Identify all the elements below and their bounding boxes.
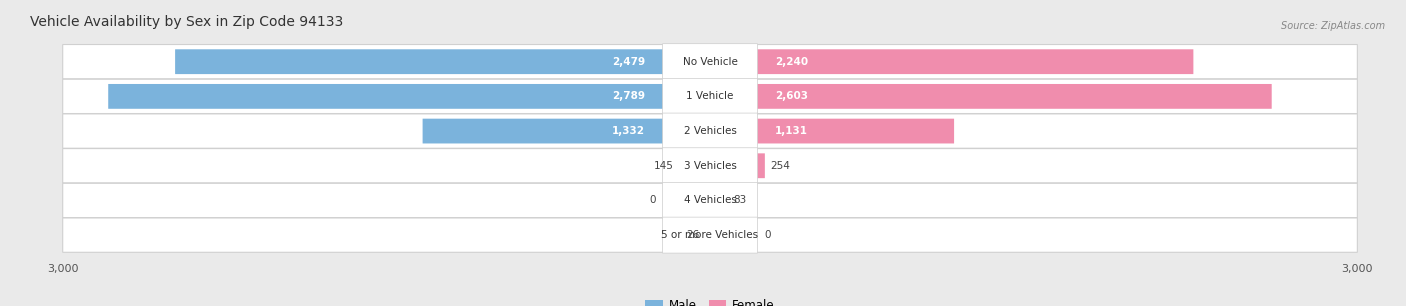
FancyBboxPatch shape xyxy=(63,114,1357,148)
Text: 0: 0 xyxy=(650,196,657,205)
Text: No Vehicle: No Vehicle xyxy=(682,57,738,67)
Text: 26: 26 xyxy=(686,230,699,240)
Text: 2,479: 2,479 xyxy=(612,57,645,67)
Text: 2 Vehicles: 2 Vehicles xyxy=(683,126,737,136)
FancyBboxPatch shape xyxy=(662,217,758,253)
FancyBboxPatch shape xyxy=(108,84,710,109)
FancyBboxPatch shape xyxy=(63,218,1357,252)
Text: 83: 83 xyxy=(733,196,747,205)
Text: 2,603: 2,603 xyxy=(775,91,808,101)
Text: 5 or more Vehicles: 5 or more Vehicles xyxy=(661,230,759,240)
FancyBboxPatch shape xyxy=(662,78,758,114)
FancyBboxPatch shape xyxy=(679,153,710,178)
Text: 1,131: 1,131 xyxy=(775,126,808,136)
Text: 3 Vehicles: 3 Vehicles xyxy=(683,161,737,171)
Text: 2,789: 2,789 xyxy=(612,91,645,101)
Text: 145: 145 xyxy=(654,161,673,171)
Text: 1 Vehicle: 1 Vehicle xyxy=(686,91,734,101)
FancyBboxPatch shape xyxy=(63,183,1357,218)
Text: Vehicle Availability by Sex in Zip Code 94133: Vehicle Availability by Sex in Zip Code … xyxy=(30,15,343,28)
FancyBboxPatch shape xyxy=(176,49,710,74)
FancyBboxPatch shape xyxy=(423,119,710,144)
FancyBboxPatch shape xyxy=(710,119,955,144)
FancyBboxPatch shape xyxy=(662,182,758,218)
Text: Source: ZipAtlas.com: Source: ZipAtlas.com xyxy=(1281,21,1385,32)
Legend: Male, Female: Male, Female xyxy=(641,294,779,306)
FancyBboxPatch shape xyxy=(662,148,758,184)
Text: 254: 254 xyxy=(770,161,790,171)
FancyBboxPatch shape xyxy=(63,149,1357,183)
FancyBboxPatch shape xyxy=(63,79,1357,114)
FancyBboxPatch shape xyxy=(710,153,765,178)
Text: 4 Vehicles: 4 Vehicles xyxy=(683,196,737,205)
FancyBboxPatch shape xyxy=(710,49,1194,74)
Text: 0: 0 xyxy=(763,230,770,240)
FancyBboxPatch shape xyxy=(63,45,1357,79)
FancyBboxPatch shape xyxy=(710,188,728,213)
FancyBboxPatch shape xyxy=(704,223,710,248)
Text: 2,240: 2,240 xyxy=(775,57,808,67)
FancyBboxPatch shape xyxy=(662,44,758,80)
Text: 1,332: 1,332 xyxy=(612,126,645,136)
FancyBboxPatch shape xyxy=(662,113,758,149)
FancyBboxPatch shape xyxy=(710,84,1271,109)
